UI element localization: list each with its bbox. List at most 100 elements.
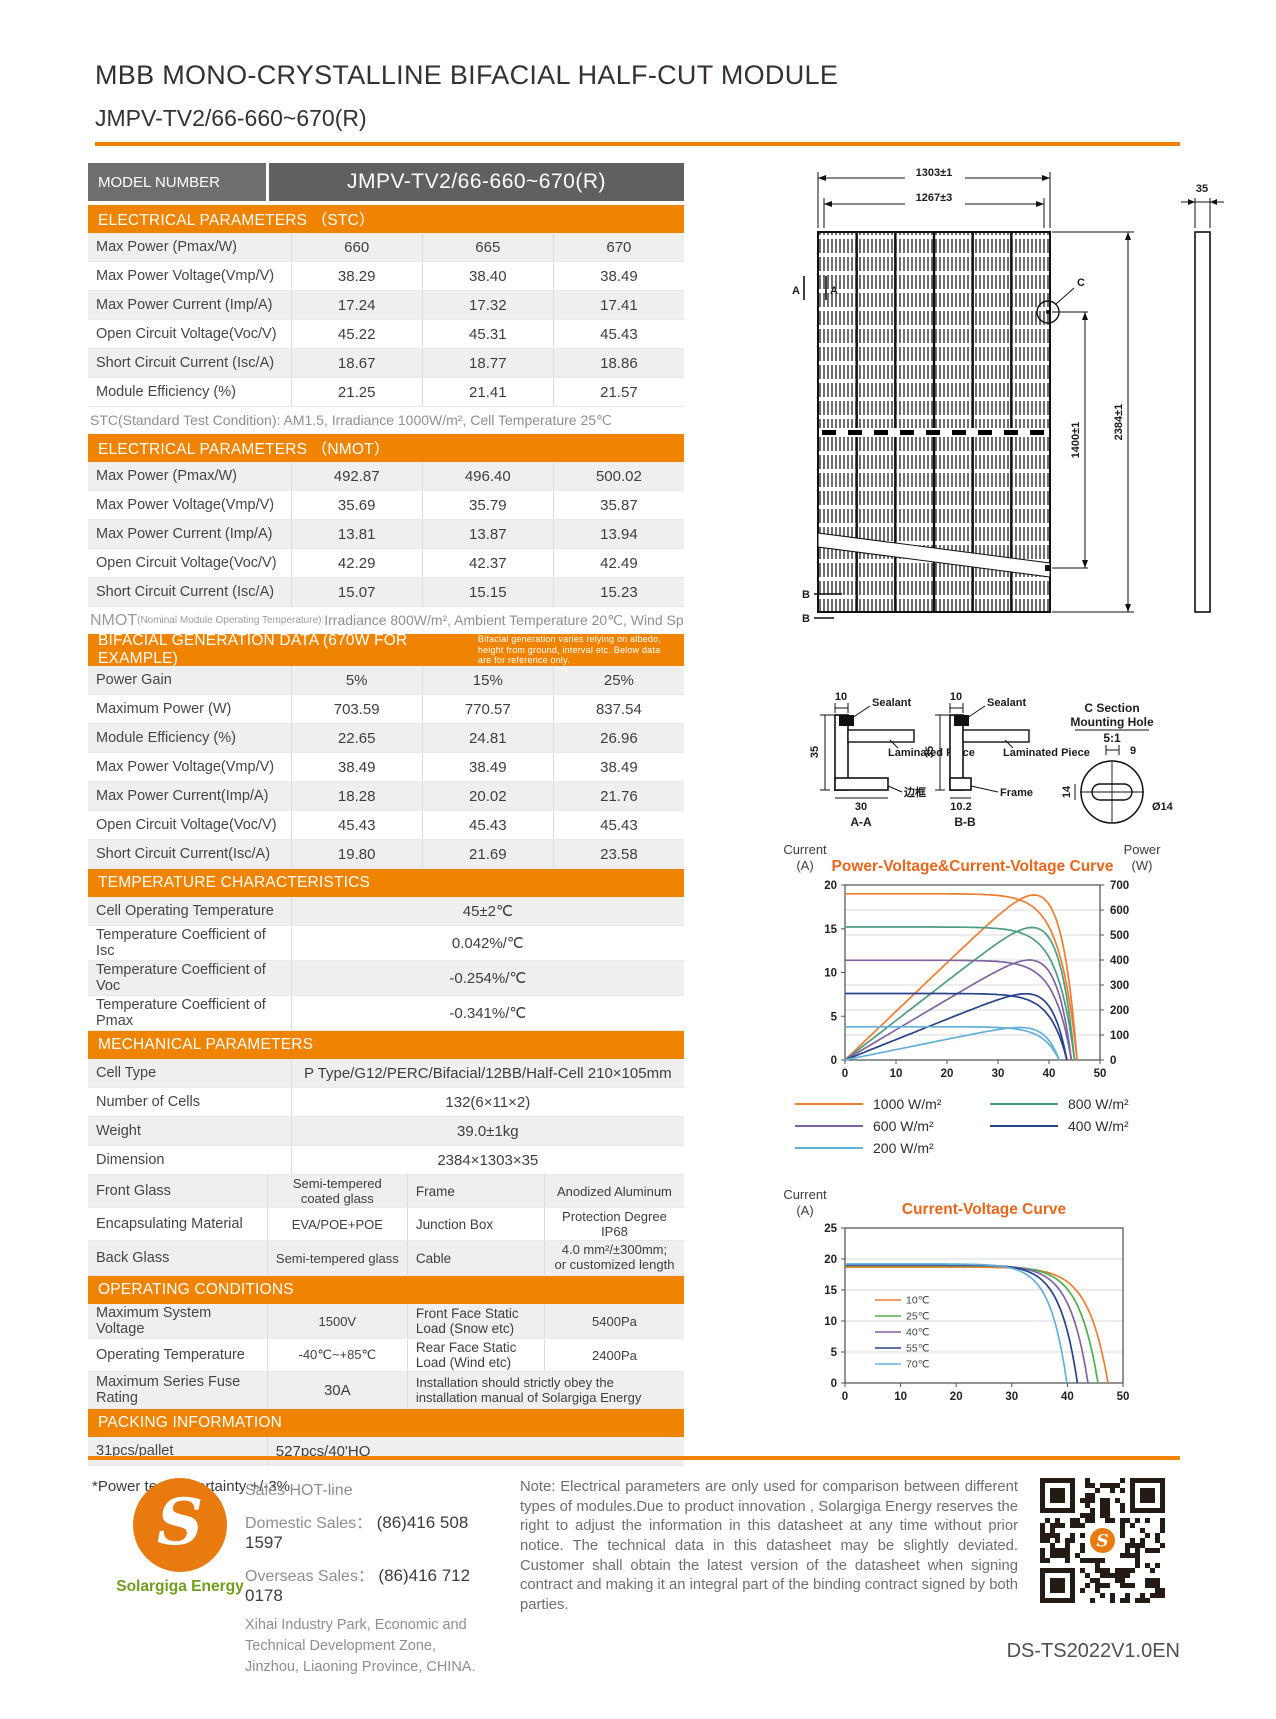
table-row: Front Glass Semi-tempered coated glass Fra… <box>88 1175 684 1208</box>
section-bb: 10 35 10.2 Sealant Laminated Piece Frame… <box>924 691 1090 829</box>
row-label: Maximum Power (W) <box>96 701 232 717</box>
row-value: 38.49 <box>290 753 422 781</box>
row-value: 45.43 <box>421 811 553 839</box>
model-number-value: JMPV-TV2/66-660~670(R) <box>269 163 684 201</box>
table-footnote-stc: STC(Standard Test Condition): AM1.5, Irr… <box>88 407 684 434</box>
legend-line-swatch <box>795 1124 863 1127</box>
svg-text:10: 10 <box>824 1316 837 1328</box>
section-header-bifacial: BIFACIAL GENERATION DATA (670W FOR EXAMP… <box>88 632 684 667</box>
section-title: MECHANICAL PARAMETERS <box>98 1036 314 1053</box>
section-mark-a2: A <box>830 285 838 297</box>
svg-text:Power: Power <box>1124 842 1162 857</box>
row-label: Max Power (Pmax/W) <box>96 239 237 255</box>
table-row: Encapsulating Material EVA/POE+POE Junctio… <box>88 1208 684 1241</box>
row-value: EVA/POE+POE <box>266 1208 407 1240</box>
parameter-tables: MODEL NUMBER JMPV-TV2/66-660~670(R) ELEC… <box>88 163 684 1495</box>
section-header-packing: PACKING INFORMATION <box>88 1409 684 1437</box>
svg-text:55℃: 55℃ <box>906 1343 930 1355</box>
svg-text:200: 200 <box>1110 1005 1129 1017</box>
svg-text:50: 50 <box>1117 1391 1130 1403</box>
row-value: Semi-tempered glass <box>266 1241 407 1275</box>
table-row: Short Circuit Current (Isc/A) 15.07 15.15 1… <box>88 578 684 607</box>
row-value: 13.81 <box>290 520 422 548</box>
row-value: 45±2℃ <box>290 897 684 925</box>
row-label: Max Power (Pmax/W) <box>96 468 237 484</box>
section-title: TEMPERATURE CHARACTERISTICS <box>98 874 371 891</box>
row-value: 492.87 <box>290 462 422 490</box>
row-value: 496.40 <box>421 462 553 490</box>
row-value: 30A <box>266 1372 407 1408</box>
row-label: Module Efficiency (%) <box>96 384 236 400</box>
section-header-mechanical: MECHANICAL PARAMETERS <box>88 1031 684 1059</box>
row-value: 15.23 <box>552 578 684 606</box>
row-value: Rear Face Static Load (Wind etc) <box>406 1339 544 1371</box>
svg-text:300: 300 <box>1110 980 1129 992</box>
table-row: Temperature Coefficient of Isc 0.042%/℃ <box>88 926 684 961</box>
row-value: 25% <box>552 666 684 694</box>
row-value: 2384×1303×35 <box>290 1146 684 1174</box>
svg-text:20: 20 <box>824 880 837 892</box>
svg-text:40: 40 <box>1061 1391 1074 1403</box>
row-value: 38.49 <box>552 753 684 781</box>
row-label: Cell Type <box>96 1065 157 1081</box>
legend-label: 600 W/m² <box>873 1117 934 1134</box>
table-row: Max Power Current (Imp/A) 17.24 17.32 17.41 <box>88 291 684 320</box>
qr-center-logo <box>1087 1525 1118 1556</box>
row-value: 770.57 <box>421 695 553 723</box>
model-number-label: MODEL NUMBER <box>88 163 266 201</box>
table-row: Module Efficiency (%) 22.65 24.81 26.96 <box>88 724 684 753</box>
row-value: 17.24 <box>290 291 422 319</box>
row-value: 18.86 <box>552 349 684 377</box>
svg-text:0: 0 <box>831 1055 837 1067</box>
row-value: 4.0 mm²/±300mm; or customized length <box>543 1241 684 1275</box>
svg-text:500: 500 <box>1110 930 1129 942</box>
row-label: Power Gain <box>96 672 172 688</box>
page-title: MBB MONO-CRYSTALLINE BIFACIAL HALF-CUT M… <box>95 60 839 90</box>
document-code: DS-TS2022V1.0EN <box>1006 1640 1180 1662</box>
footer-divider <box>88 1456 1180 1460</box>
row-label: Front Glass <box>96 1183 171 1199</box>
row-value: 13.87 <box>421 520 553 548</box>
row-label: Maximum System Voltage <box>96 1305 212 1337</box>
company-logo: S <box>133 1478 227 1572</box>
qr-code: S <box>1040 1478 1165 1603</box>
dim-width-outer: 1303±1 <box>916 167 953 179</box>
model-number-row: MODEL NUMBER JMPV-TV2/66-660~670(R) <box>88 163 684 201</box>
row-label: Operating Temperature <box>96 1347 245 1363</box>
row-value: 26.96 <box>552 724 684 752</box>
section-subnote: Bifacial generation varies relying on al… <box>477 634 661 666</box>
svg-text:10: 10 <box>894 1391 907 1403</box>
title-divider <box>95 142 1180 146</box>
row-value: -40℃~+85℃ <box>266 1339 407 1371</box>
legend-item: 800 W/m² <box>990 1094 1185 1113</box>
svg-text:25℃: 25℃ <box>906 1311 930 1323</box>
svg-text:100: 100 <box>1110 1030 1129 1042</box>
legend-label: 800 W/m² <box>1068 1095 1129 1112</box>
svg-text:Current-Voltage Curve: Current-Voltage Curve <box>902 1201 1067 1218</box>
section-header-operating: OPERATING CONDITIONS <box>88 1276 684 1304</box>
dim-thickness: 35 <box>1196 183 1208 195</box>
row-label: Max Power Voltage(Vmp/V) <box>96 759 275 775</box>
row-value: 18.67 <box>290 349 422 377</box>
row-value: 42.29 <box>290 549 422 577</box>
svg-text:700: 700 <box>1110 880 1129 892</box>
legend-item: 1000 W/m² <box>795 1094 990 1113</box>
row-value: Front Face Static Load (Snow etc) <box>406 1304 544 1338</box>
svg-text:A-A: A-A <box>850 815 872 829</box>
row-value: 703.59 <box>290 695 422 723</box>
row-label: Maximum Series Fuse Rating <box>96 1374 241 1406</box>
row-label: Max Power Current(Imp/A) <box>96 788 269 804</box>
row-value: 21.69 <box>421 840 553 868</box>
svg-text:40℃: 40℃ <box>906 1327 930 1339</box>
table-row: Max Power Current (Imp/A) 13.81 13.87 13.94 <box>88 520 684 549</box>
svg-text:20: 20 <box>941 1068 954 1080</box>
row-value: Junction Box <box>406 1208 544 1240</box>
svg-text:30: 30 <box>855 801 867 813</box>
iv-temperature-chart: 0 10 20 30 40 50 0 5 10 15 20 25 Current-Voltage Cur… <box>783 1187 1130 1403</box>
row-value: Anodized Aluminum <box>543 1175 684 1207</box>
row-value: 23.58 <box>552 840 684 868</box>
table-row: Max Power Current(Imp/A) 18.28 20.02 21.76 <box>88 782 684 811</box>
svg-text:5:1: 5:1 <box>1103 731 1121 745</box>
legend-label: 200 W/m² <box>873 1139 934 1156</box>
page-subtitle: JMPV-TV2/66-660~670(R) <box>95 105 367 131</box>
